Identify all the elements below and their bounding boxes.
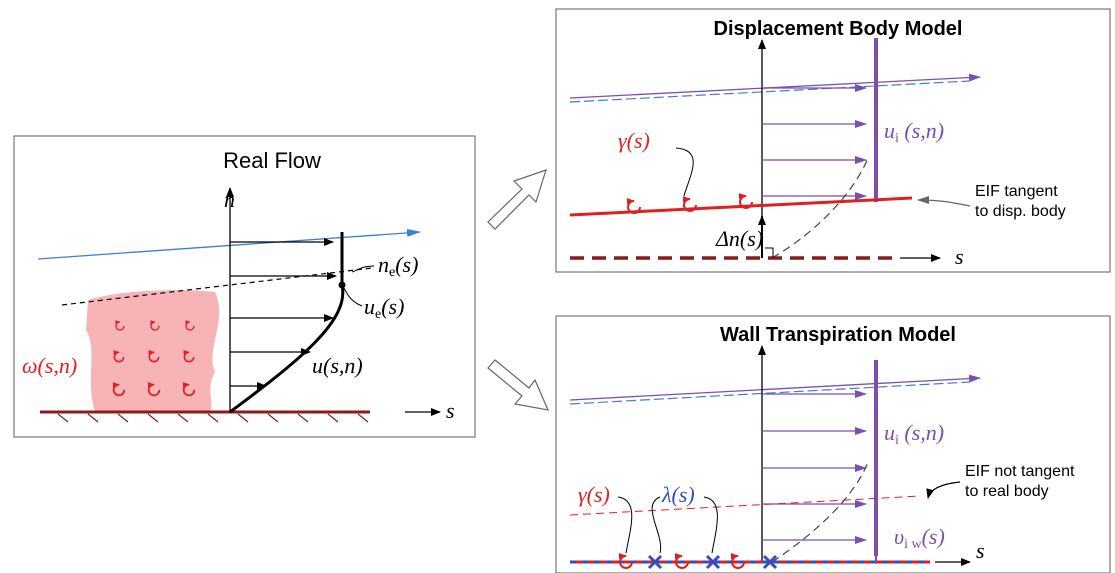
shape-path: [86, 290, 219, 412]
transition-arrows: [488, 170, 548, 410]
lambda-label: λ(s): [661, 482, 695, 507]
u-label: u(s,n): [312, 353, 363, 378]
label-part: (s,n): [899, 420, 944, 445]
shape-rect: [14, 136, 475, 437]
label-part: n: [378, 252, 389, 277]
label-part: u: [364, 294, 375, 319]
displacement-body-panel: Displacement Body Model γ(s) ui (s,n) Δn…: [556, 9, 1110, 272]
wall-transpiration-panel: Wall Transpiration Model γ(s) λ(s) ui (s…: [556, 316, 1110, 573]
label-part: (s): [381, 294, 404, 319]
shape-rect: [556, 316, 1110, 573]
gamma-label: γ(s): [618, 128, 650, 153]
s-axis-label: s: [955, 244, 964, 269]
eif-note: EIF not tangent: [965, 463, 1075, 480]
label-part: (s): [922, 524, 945, 549]
shape-path: [488, 360, 548, 410]
label-part: (s): [395, 252, 418, 277]
panel-title: Displacement Body Model: [714, 18, 963, 40]
shape-path: [488, 170, 546, 229]
gamma-label: γ(s): [578, 482, 610, 507]
n-axis-label: n: [224, 187, 235, 212]
real-flow-panel: Real Flow n ne(s) ue(s) ω(s,n) u(s,n) s: [14, 136, 475, 437]
panel-title: Real Flow: [223, 148, 321, 173]
label-part: (s,n): [899, 118, 944, 143]
delta-n-label: Δn(s): [715, 226, 763, 251]
ui-label: ui (s,n): [884, 118, 944, 146]
ui-label: ui (s,n): [884, 420, 944, 448]
eif-note: to real body: [965, 483, 1049, 500]
diagram: Real Flow n ne(s) ue(s) ω(s,n) u(s,n) s …: [0, 0, 1115, 573]
shape-circle: [339, 282, 346, 289]
label-part: u: [884, 420, 895, 445]
label-part: υ: [894, 524, 904, 549]
eif-note: to disp. body: [975, 203, 1066, 220]
label-part: u: [884, 118, 895, 143]
s-axis-label: s: [976, 538, 985, 563]
omega-label: ω(s,n): [22, 353, 77, 378]
ue-label: ue(s): [364, 294, 404, 322]
s-axis-label: s: [446, 398, 455, 423]
ne-label: ne(s): [378, 252, 418, 280]
eif-note: EIF tangent: [975, 183, 1058, 200]
panel-title: Wall Transpiration Model: [720, 324, 956, 346]
label-part: i w: [904, 537, 922, 552]
